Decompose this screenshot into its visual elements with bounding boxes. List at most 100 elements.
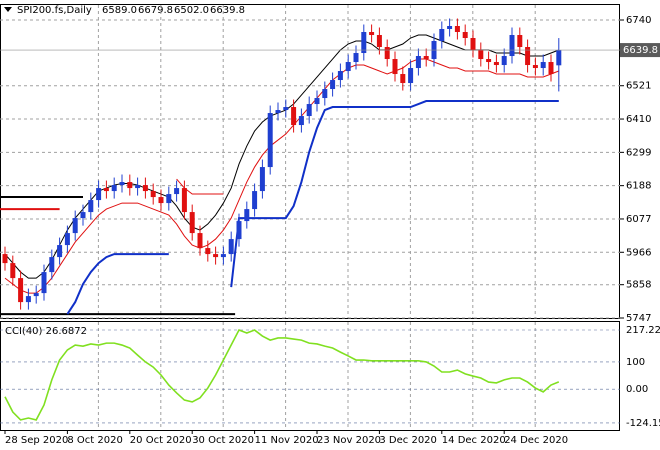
candle-body [447, 26, 453, 30]
candle-body [80, 212, 86, 219]
candle-body [439, 29, 445, 42]
candle-body [41, 272, 47, 294]
y-tick-label: 6188 [626, 181, 651, 192]
candle-body [369, 32, 375, 36]
candle-body [127, 182, 133, 189]
indicator-line [66, 253, 169, 315]
y-tick-label: 217.2245 [626, 325, 660, 336]
x-tick-label: 11 Nov 2020 [255, 435, 319, 446]
y-tick-label: 6410 [626, 114, 651, 125]
candle-body [361, 32, 367, 54]
last-price-label: 6639.8 [623, 45, 658, 56]
candle-body [415, 56, 421, 69]
candle-body [166, 194, 172, 204]
y-tick-label: -124.155 [626, 418, 660, 429]
candle-body [228, 239, 234, 255]
candle-body [275, 110, 281, 114]
candle-body [314, 98, 320, 105]
candle-body [150, 191, 156, 198]
low-label: 6502.0 [174, 5, 209, 16]
candle-body [353, 53, 359, 63]
candle-body [486, 59, 492, 63]
candle-body [462, 32, 468, 39]
candle-body [267, 113, 273, 168]
candle-body [423, 56, 429, 60]
menu-arrow [4, 7, 12, 12]
candle-body [189, 212, 195, 234]
candle-body [525, 47, 531, 66]
candle-body [25, 296, 31, 303]
candle-body [470, 38, 476, 51]
x-tick-label: 3 Dec 2020 [379, 435, 437, 446]
candle-body [119, 182, 125, 186]
x-tick-label: 23 Nov 2020 [317, 435, 381, 446]
candle-body [337, 71, 343, 81]
candle-body [330, 80, 336, 90]
candle-body [135, 185, 141, 189]
candle-body [532, 65, 538, 69]
candle-body [298, 116, 304, 126]
x-tick-label: 30 Oct 2020 [192, 435, 254, 446]
candle-body [408, 68, 414, 84]
candle-body [10, 263, 16, 279]
indicator-line [230, 100, 559, 288]
candle-body [33, 293, 39, 297]
candle-body [540, 62, 546, 69]
cci-line [4, 329, 560, 421]
candle-body [400, 74, 406, 84]
candle-body [244, 209, 250, 222]
high-label: 6679.8 [138, 5, 173, 16]
y-tick-label: 5858 [626, 280, 651, 291]
candle-body [57, 245, 63, 258]
candle-body [454, 26, 460, 33]
indicator-panel [0, 321, 620, 431]
y-tick-label: 5966 [626, 247, 651, 258]
candle-body [236, 221, 242, 240]
indicator-line [4, 58, 559, 294]
candle-body [259, 167, 265, 192]
close-label: 6639.8 [210, 5, 245, 16]
candle-body [376, 35, 382, 48]
candle-body [509, 35, 515, 57]
candle-body [174, 188, 180, 195]
price-panel [0, 4, 620, 319]
candle-body [322, 89, 328, 99]
last-price-box [620, 43, 660, 58]
x-tick-label: 24 Dec 2020 [504, 435, 568, 446]
candle-body [181, 188, 187, 213]
candle-body [205, 248, 211, 255]
candle-body [158, 197, 164, 204]
indicator-title: CCI(40) 26.6872 [5, 326, 87, 337]
candle-body [197, 233, 203, 249]
candle-body [252, 191, 258, 210]
candle-body [2, 254, 8, 264]
candle-body [517, 35, 523, 48]
candle-body [493, 62, 499, 66]
candle-body [345, 62, 351, 72]
y-tick-label: 6077 [626, 214, 651, 225]
candle-body [548, 62, 554, 75]
x-tick-label: 14 Dec 2020 [442, 435, 506, 446]
candle-body [384, 47, 390, 60]
y-tick-label: 100 [626, 357, 645, 368]
candle-body [72, 218, 78, 234]
y-tick-label: 6299 [626, 147, 651, 158]
candle-body [306, 104, 312, 117]
x-tick-label: 20 Oct 2020 [130, 435, 192, 446]
candle-body [501, 56, 507, 66]
y-tick-label: 6521 [626, 81, 651, 92]
candle-body [88, 200, 94, 213]
open-label: 6589.0 [102, 5, 137, 16]
candle-body [103, 188, 109, 192]
candle-body [213, 254, 219, 258]
x-tick-label: 8 Oct 2020 [67, 435, 122, 446]
symbol: SPI200.fs,Daily [17, 5, 92, 16]
candle-body [392, 59, 398, 75]
candle-body [283, 107, 289, 111]
candle-body [64, 233, 70, 246]
candle-body [142, 185, 148, 192]
candle-body [291, 107, 297, 126]
candle-body [18, 278, 24, 303]
candle-body [556, 50, 562, 66]
